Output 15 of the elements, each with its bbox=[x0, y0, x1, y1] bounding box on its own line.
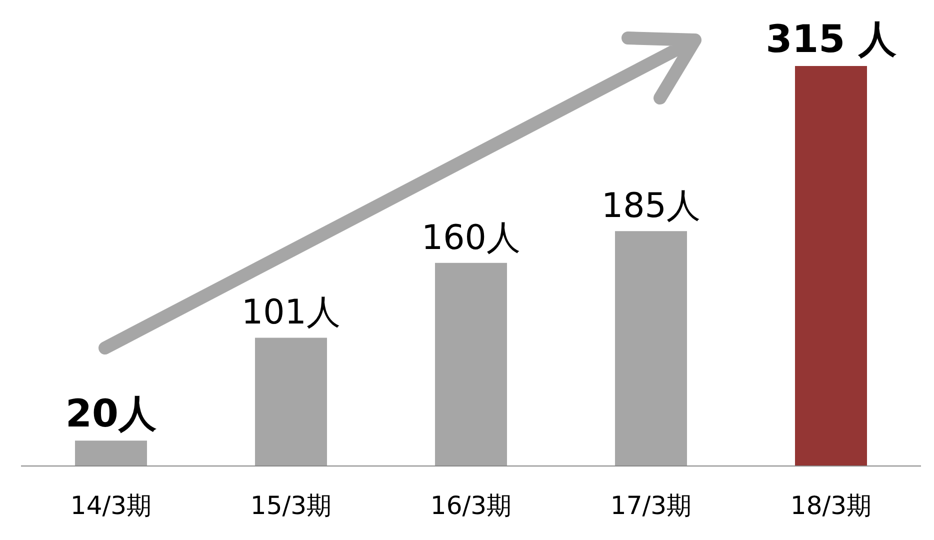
x-tick-label: 14/3期 bbox=[70, 490, 152, 520]
x-tick-label: 15/3期 bbox=[250, 490, 332, 520]
bar bbox=[615, 231, 687, 466]
data-label: 20人 bbox=[66, 392, 156, 436]
data-label: 185人 bbox=[602, 186, 700, 226]
data-label: 160人 bbox=[422, 218, 520, 258]
x-tick-label: 17/3期 bbox=[610, 490, 692, 520]
data-label: 315 人 bbox=[766, 17, 896, 61]
x-tick-label: 18/3期 bbox=[790, 490, 872, 520]
data-label: 101人 bbox=[242, 292, 340, 333]
x-tick-label: 16/3期 bbox=[430, 490, 512, 520]
bar bbox=[435, 262, 507, 466]
bar bbox=[255, 338, 327, 466]
bar bbox=[795, 66, 867, 466]
bar bbox=[75, 440, 147, 466]
